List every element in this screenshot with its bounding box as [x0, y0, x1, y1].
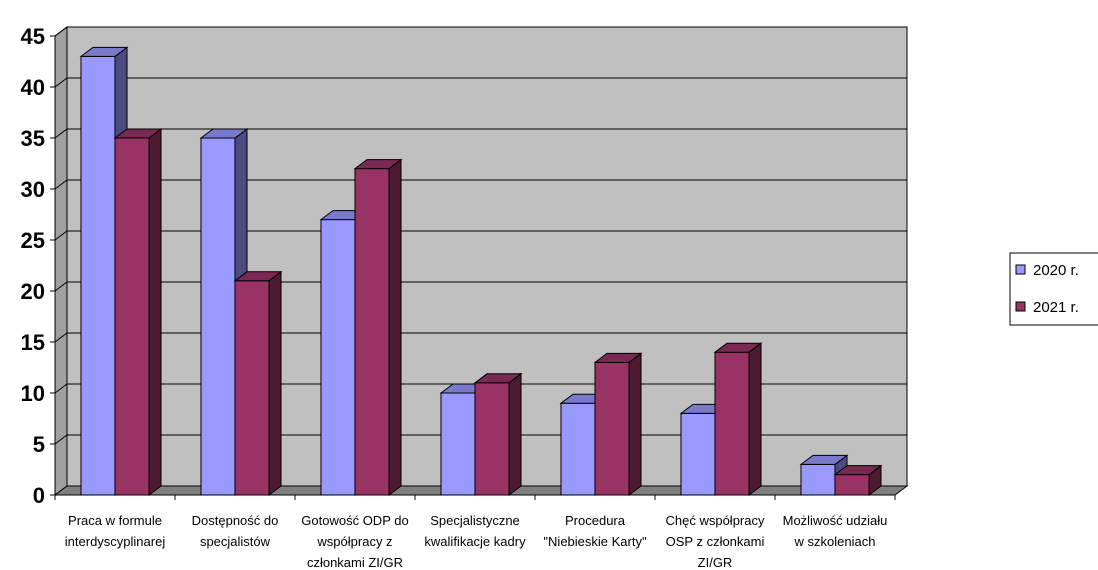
bar-top — [833, 465, 883, 476]
x-tick-label-0: Praca w formule interdyscyplinarej — [65, 513, 166, 549]
axes — [50, 35, 896, 500]
bar-front — [560, 402, 596, 496]
bar-top — [799, 454, 849, 465]
bar-front — [594, 361, 630, 496]
bar-front — [234, 280, 270, 496]
y-tick-label: 0 — [33, 483, 45, 508]
bar-front — [680, 412, 716, 496]
bar-front — [320, 219, 356, 496]
legend: 2020 r. 2021 r. — [1009, 252, 1098, 326]
y-tick-label: 25 — [21, 228, 45, 253]
legend-swatch-2020 — [1015, 264, 1026, 275]
bar-front — [354, 168, 390, 496]
bar-side — [388, 158, 402, 496]
bar-front — [714, 351, 750, 496]
gridline — [54, 179, 907, 190]
x-tick-label-3: Specjalistyczne kwalifikacje kadry — [424, 513, 526, 549]
y-tick-label: 10 — [21, 381, 45, 406]
y-tick-label: 30 — [21, 177, 45, 202]
bar-front — [474, 382, 510, 496]
legend-label-2020: 2020 r. — [1033, 262, 1079, 279]
gridline — [54, 128, 907, 139]
y-tick-label: 45 — [21, 24, 45, 49]
y-axis-tick-labels: 0 5 10 15 20 25 30 35 40 45 — [21, 24, 45, 508]
bar-2021r-6 — [833, 464, 883, 496]
y-tick-label: 40 — [21, 75, 45, 100]
bar-2021r-4 — [593, 352, 643, 496]
bar-2021r-0 — [113, 128, 163, 496]
bar-top — [199, 128, 249, 139]
x-tick-label-6: Możliwość udziału w szkoleniach — [783, 513, 888, 549]
bar-front — [114, 137, 150, 496]
bar-front — [834, 474, 870, 496]
x-axis-tick-labels: Praca w formule interdyscyplinarej Dostępn… — [65, 513, 888, 570]
bars — [79, 46, 883, 496]
x-tick-label-5: Chęć współpracy OSP z członkami ZI/GR — [666, 513, 765, 570]
y-tick-label: 35 — [21, 126, 45, 151]
x-tick-label-1: Dostępność do specjalistów — [192, 513, 279, 549]
bar-2021r-1 — [233, 270, 283, 496]
bar-side — [628, 352, 642, 496]
x-tick-label-2: Gotowość ODP do współpracy z członkami ZI/… — [301, 513, 408, 570]
gridline — [54, 332, 907, 343]
bar-top — [233, 271, 283, 282]
bar-front — [800, 463, 836, 496]
bar-top — [713, 342, 763, 353]
bar-top — [353, 159, 403, 170]
bar-side — [508, 372, 522, 496]
bar-top — [79, 46, 129, 57]
legend-label-2021: 2021 r. — [1033, 299, 1079, 316]
side-wall — [54, 26, 68, 496]
y-tick-label: 15 — [21, 330, 45, 355]
gridline — [54, 26, 907, 37]
bar-2021r-3 — [473, 372, 523, 496]
bar-2021r-5 — [713, 342, 763, 496]
bar-2021r-2 — [353, 158, 403, 496]
legend-swatch-2021 — [1015, 301, 1026, 312]
bar-front — [80, 55, 116, 496]
bar-front — [440, 392, 476, 496]
y-tick-label: 5 — [33, 432, 45, 457]
gridline — [54, 230, 907, 241]
x-tick-label-4: Procedura "Niebieskie Karty" — [543, 513, 647, 549]
bar-front — [200, 137, 236, 496]
bar-side — [268, 270, 282, 496]
bar-side — [148, 128, 162, 496]
y-tick-label: 20 — [21, 279, 45, 304]
bar-side — [748, 342, 762, 496]
gridline — [54, 281, 907, 292]
bar-top — [593, 352, 643, 363]
gridline — [54, 77, 907, 88]
bar-top — [113, 128, 163, 139]
bar-top — [473, 373, 523, 384]
